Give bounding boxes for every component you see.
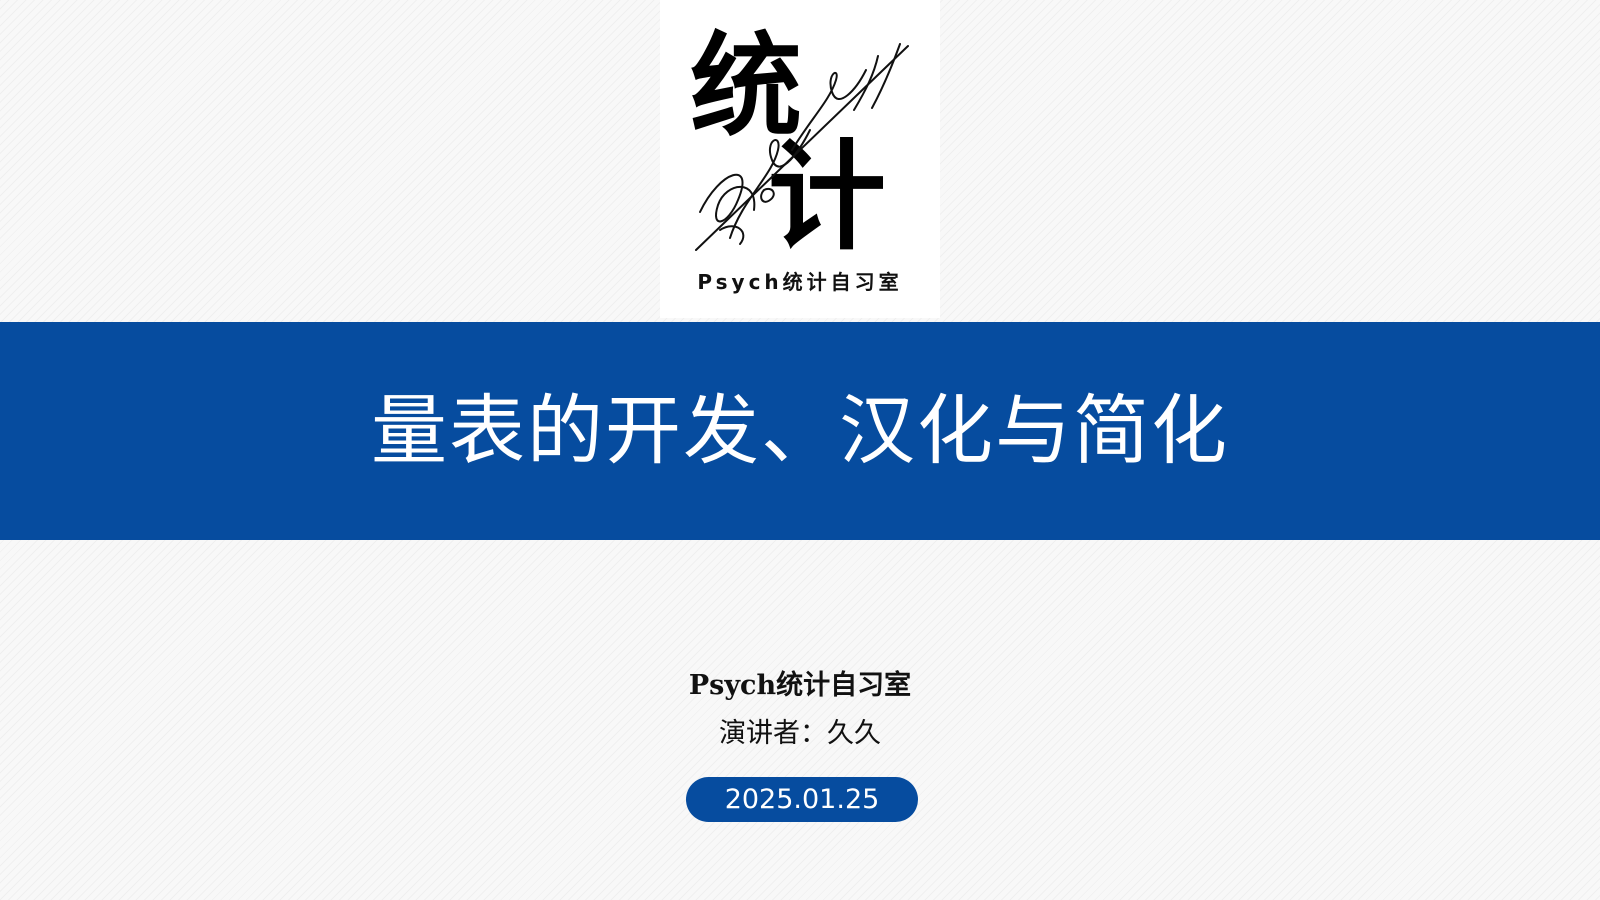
- date-badge: 2025.01.25: [686, 777, 918, 822]
- logo-mark: 统 计: [690, 22, 909, 266]
- presenter-line: 演讲者：久久: [719, 718, 881, 749]
- logo-char-top: 统: [690, 22, 802, 152]
- organization-name: Psych统计自习室: [688, 670, 912, 701]
- logo-char-bottom: 计: [768, 128, 886, 266]
- logo-caption: Psych统计自习室: [697, 270, 903, 294]
- slide-title: 量表的开发、汉化与简化: [371, 386, 1229, 475]
- title-band: 量表的开发、汉化与简化: [0, 322, 1600, 540]
- signature-scribble: [695, 43, 909, 251]
- logo: 统 计 Psych统计自习室: [660, 0, 940, 318]
